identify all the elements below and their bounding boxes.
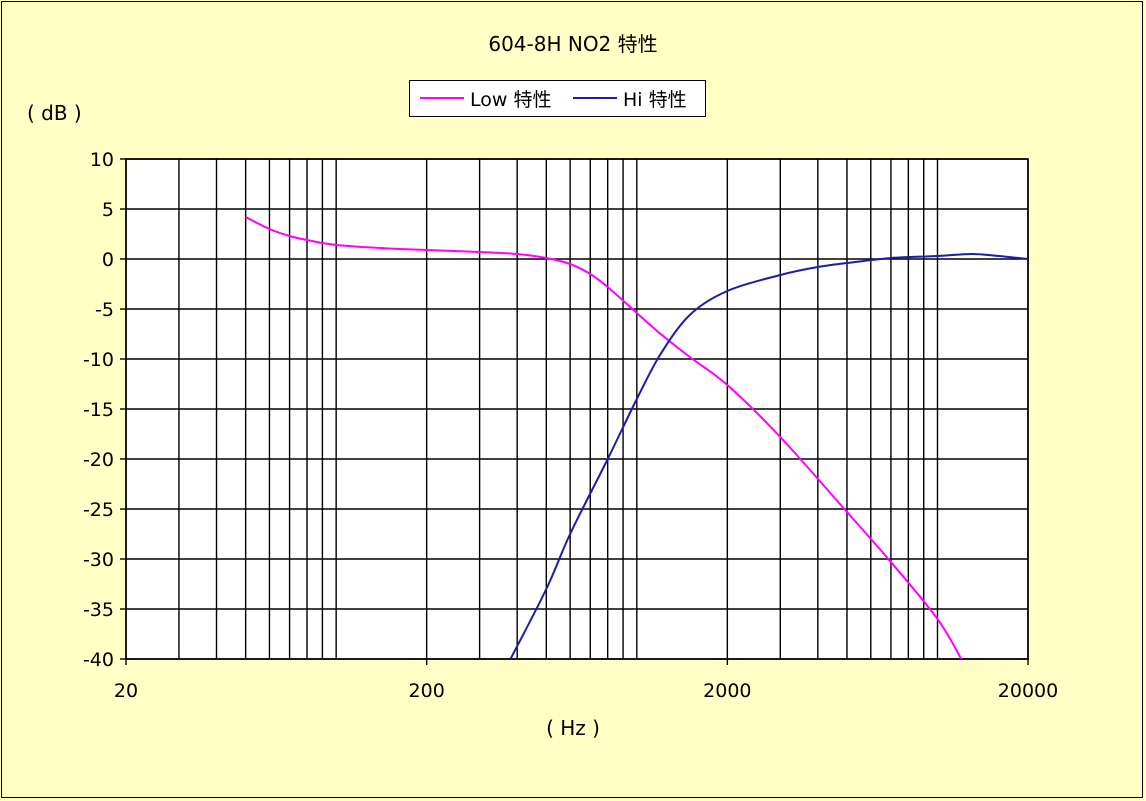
- legend-item-low: Low 特性: [420, 87, 552, 111]
- x-tick-label: 200: [409, 680, 445, 702]
- series-line-hi: [509, 252, 1028, 659]
- series-line-low: [245, 216, 963, 659]
- plot-border: [125, 158, 1029, 660]
- legend-label-low: Low 特性: [470, 88, 552, 111]
- legend-swatch-hi: [573, 97, 617, 99]
- y-tick-label: 10: [90, 149, 114, 171]
- y-tick-label: -40: [83, 649, 114, 671]
- y-axis-label: ( dB ): [27, 101, 82, 125]
- y-tick-label: -10: [83, 349, 114, 371]
- y-tick-label: -20: [83, 449, 114, 471]
- legend-swatch-low: [420, 97, 464, 99]
- chart-title: 604-8H NO2 特性: [488, 32, 658, 56]
- x-tick-label: 20000: [998, 680, 1058, 702]
- legend-item-hi: Hi 特性: [573, 87, 687, 111]
- legend-label-hi: Hi 特性: [623, 88, 687, 111]
- y-tick-label: -5: [95, 299, 114, 321]
- y-tick-label: 5: [102, 199, 114, 221]
- x-tick-label: 2000: [703, 680, 751, 702]
- y-tick-label: -30: [83, 549, 114, 571]
- y-tick-label: -35: [83, 599, 114, 621]
- y-tick-label: -25: [83, 499, 114, 521]
- y-tick-label: 0: [102, 249, 114, 271]
- y-tick-label: -15: [83, 399, 114, 421]
- x-axis-label: ( Hz ): [546, 716, 600, 740]
- legend: Low 特性 Hi 特性: [409, 80, 706, 117]
- x-tick-label: 20: [114, 680, 138, 702]
